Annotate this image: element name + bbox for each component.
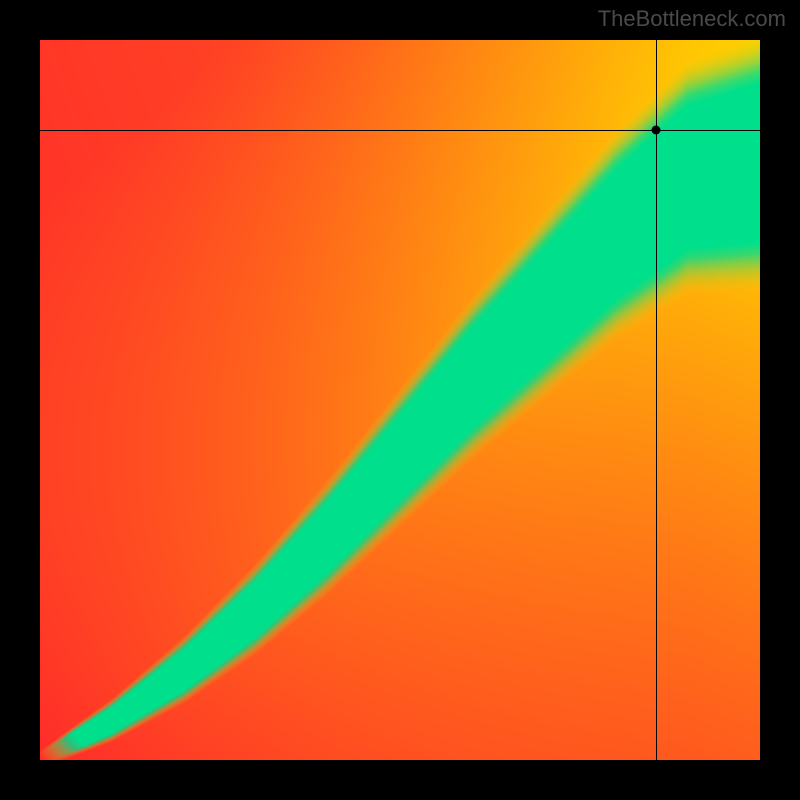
crosshair-vertical (656, 40, 657, 760)
bottleneck-heatmap (40, 40, 760, 760)
crosshair-marker (651, 126, 660, 135)
heatmap-canvas (40, 40, 760, 760)
watermark: TheBottleneck.com (598, 6, 786, 32)
